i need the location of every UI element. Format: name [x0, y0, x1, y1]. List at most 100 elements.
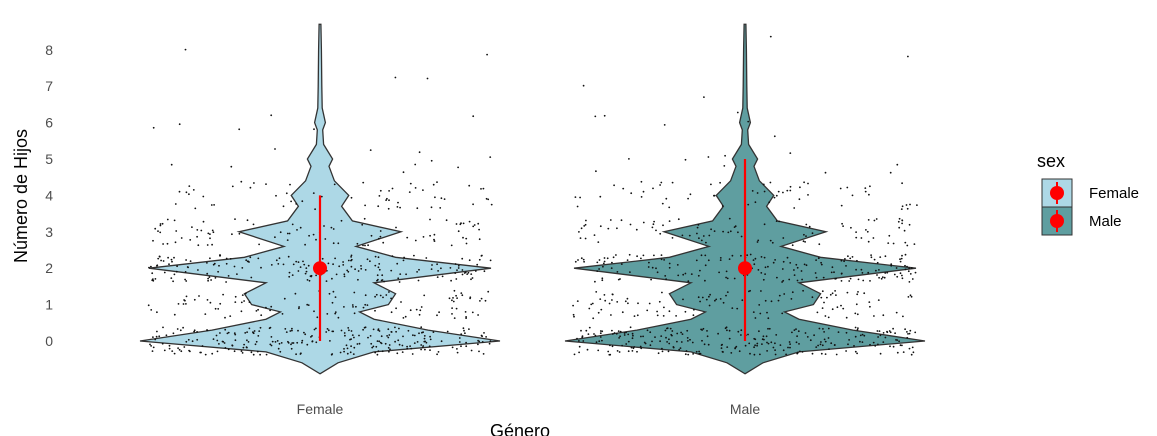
data-point [661, 347, 663, 350]
data-point [388, 199, 390, 202]
data-point [680, 341, 683, 343]
data-point [656, 314, 659, 317]
data-point [912, 351, 915, 354]
data-point [390, 331, 393, 333]
data-point [371, 346, 374, 349]
data-point [358, 342, 361, 345]
data-point [148, 266, 150, 269]
data-point [851, 194, 854, 197]
data-point [882, 341, 885, 343]
data-point [913, 243, 916, 246]
data-point [465, 345, 468, 348]
data-point [635, 228, 638, 231]
data-point [173, 219, 176, 222]
data-point [802, 289, 804, 292]
data-point [578, 351, 580, 354]
data-point [706, 330, 708, 332]
data-point [185, 303, 187, 305]
data-point [765, 335, 768, 338]
data-point [374, 351, 377, 354]
data-point [372, 328, 375, 331]
data-point [214, 307, 217, 310]
data-point [582, 340, 585, 342]
data-point [207, 279, 210, 282]
data-point [574, 196, 577, 199]
data-point [869, 343, 871, 346]
data-point [652, 187, 654, 190]
data-point [754, 201, 757, 204]
data-point [607, 227, 610, 230]
data-point [894, 332, 896, 335]
data-point [709, 293, 711, 296]
data-point [761, 343, 763, 345]
data-point [602, 265, 604, 268]
data-point [856, 352, 858, 355]
data-point [481, 335, 483, 338]
data-point [901, 254, 903, 257]
data-point [350, 196, 353, 199]
data-point [890, 263, 893, 266]
data-point [191, 340, 194, 343]
data-point [332, 330, 335, 333]
data-point [767, 342, 770, 345]
data-point [401, 344, 404, 347]
data-point [455, 223, 458, 225]
data-point [173, 273, 176, 276]
data-point [785, 353, 787, 356]
data-point [693, 308, 695, 311]
data-point [413, 342, 416, 344]
data-point [357, 278, 359, 281]
data-point [247, 341, 250, 343]
data-point [866, 230, 869, 233]
data-point [299, 353, 302, 355]
data-point [331, 277, 333, 280]
data-point [842, 225, 844, 228]
data-point [299, 226, 302, 229]
data-point [777, 190, 780, 193]
data-point [609, 219, 612, 221]
data-point [432, 331, 435, 333]
data-point [904, 268, 907, 271]
data-point [768, 327, 771, 330]
data-point [362, 328, 364, 331]
data-point [640, 347, 643, 350]
data-point [649, 344, 652, 347]
data-point [846, 291, 849, 294]
data-point [724, 154, 726, 157]
data-point [642, 221, 645, 224]
data-point [223, 342, 226, 344]
data-point [303, 263, 306, 266]
data-point [218, 264, 220, 267]
data-point [450, 244, 453, 247]
data-point [864, 190, 867, 193]
data-point [747, 120, 750, 123]
data-point [830, 342, 833, 345]
data-point [468, 259, 471, 262]
data-point [603, 294, 606, 296]
data-point [847, 343, 849, 346]
data-point [827, 327, 830, 330]
data-point [350, 345, 352, 348]
data-point [298, 306, 300, 308]
data-point [613, 184, 615, 187]
data-point [382, 296, 384, 299]
data-point [737, 330, 740, 333]
data-point [766, 341, 768, 344]
data-point [901, 219, 904, 222]
data-point [276, 340, 279, 342]
data-point [175, 270, 178, 273]
data-point [760, 272, 763, 274]
data-point [808, 225, 811, 228]
data-point [790, 298, 793, 300]
summary-group [313, 159, 752, 341]
data-point [170, 277, 173, 279]
data-point [468, 220, 471, 223]
data-point [351, 334, 354, 336]
data-point [420, 348, 422, 351]
data-point [241, 352, 244, 354]
data-point [789, 346, 791, 349]
data-point [578, 340, 580, 342]
data-point [795, 341, 798, 344]
data-point [159, 223, 162, 225]
data-point [845, 350, 847, 352]
